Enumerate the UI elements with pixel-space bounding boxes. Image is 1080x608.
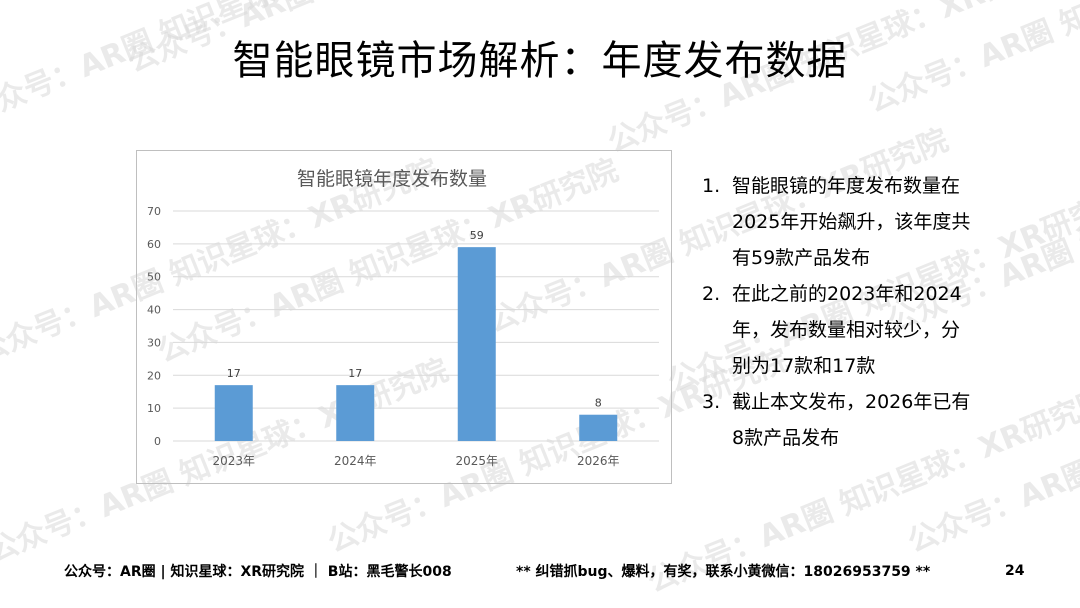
x-tick-label: 2024年 [334,454,377,468]
slide-title: 智能眼镜市场解析：年度发布数据 [232,38,848,84]
data-label: 8 [595,397,602,410]
description-item: 1. 智能眼镜的年度发布数量在2025年开始飙升，该年度共有59款产品发布 [702,168,972,276]
y-tick-label: 70 [147,205,161,218]
description-item-text: 在此之前的2023年和2024年，发布数量相对较少，分别为17款和17款 [732,283,962,377]
footer-contact-notice: ** 纠错抓bug、爆料，有奖，联系小黄微信：18026953759 ** [516,564,931,580]
bar [214,385,253,441]
chart-title: 智能眼镜年度发布数量 [297,168,487,190]
footer-social-info: 公众号：AR圈 | 知识星球：XR研究院 ｜ B站：黑毛警长008 [64,564,452,580]
y-tick-label: 30 [147,336,161,349]
description-item-number: 2. [702,283,721,305]
bar [336,385,375,441]
description-item-number: 1. [702,175,721,197]
data-label: 59 [470,229,484,242]
y-tick-label: 40 [147,304,161,317]
x-tick-label: 2026年 [577,454,620,468]
description-item-number: 3. [702,391,721,413]
y-tick-label: 60 [147,238,161,251]
page-number: 24 [1005,563,1025,579]
description-item: 3. 截止本文发布，2026年已有8款产品发布 [702,384,972,456]
bar [457,247,496,441]
y-tick-label: 0 [154,435,161,448]
bar [579,414,618,441]
y-tick-label: 20 [147,369,161,382]
x-tick-label: 2023年 [212,454,255,468]
data-label: 17 [348,367,362,380]
chart-svg: 智能眼镜年度发布数量 0 10 20 30 40 50 60 70 17 2023年 17 2024年 5… [147,168,659,468]
description-item-text: 截止本文发布，2026年已有8款产品发布 [732,391,971,449]
x-tick-label: 2025年 [455,454,498,468]
y-tick-label: 10 [147,402,161,415]
description-list: 1. 智能眼镜的年度发布数量在2025年开始飙升，该年度共有59款产品发布 2.… [702,168,972,456]
bar-chart: 智能眼镜年度发布数量 0 10 20 30 40 50 60 70 17 2023年 17 2024年 5… [136,150,672,484]
y-tick-label: 50 [147,271,161,284]
data-label: 17 [227,367,241,380]
description-item-text: 智能眼镜的年度发布数量在2025年开始飙升，该年度共有59款产品发布 [732,175,971,269]
description-item: 2. 在此之前的2023年和2024年，发布数量相对较少，分别为17款和17款 [702,276,972,384]
